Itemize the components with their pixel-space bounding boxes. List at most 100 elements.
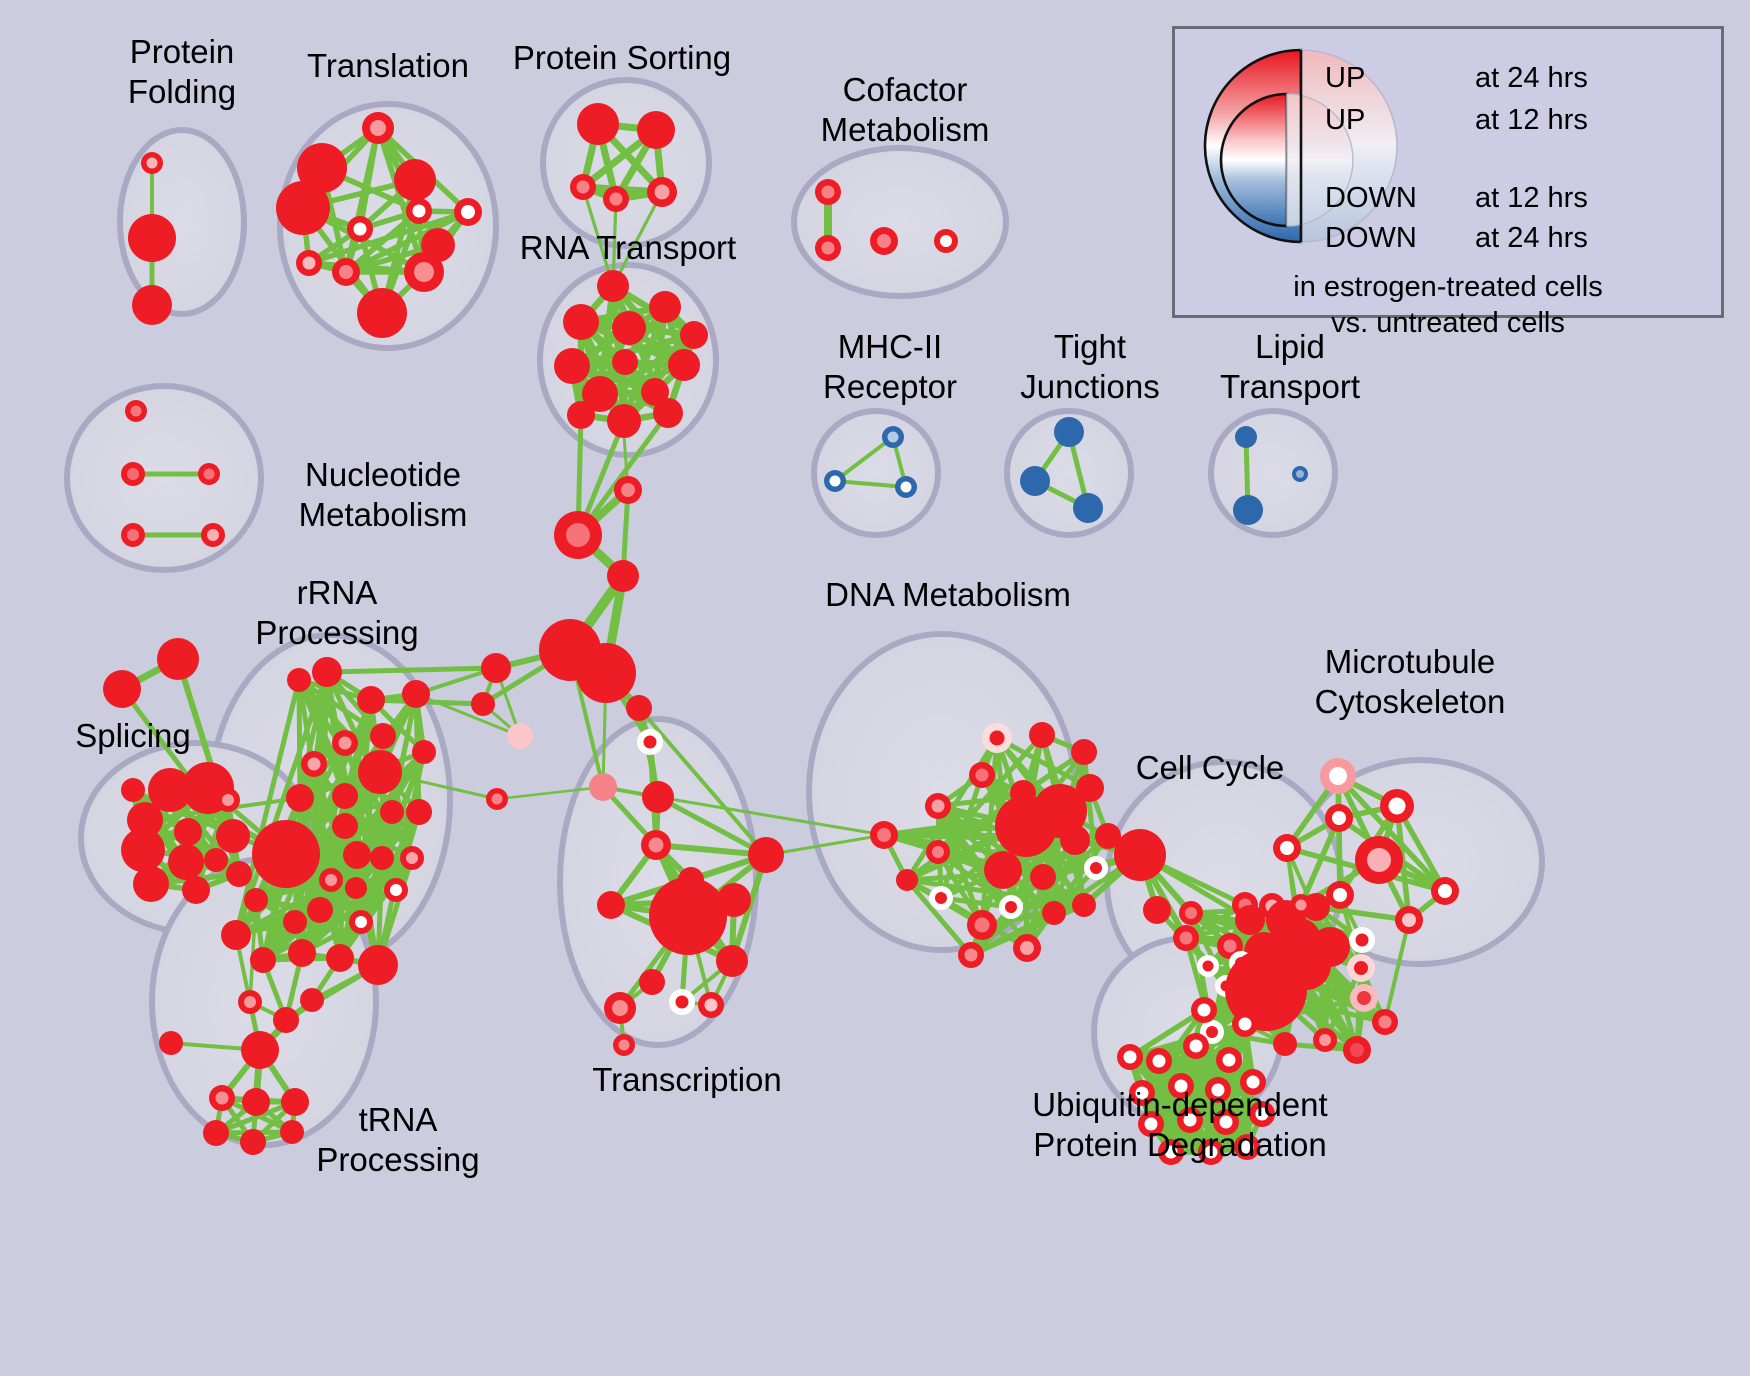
- network-node[interactable]: [882, 426, 904, 448]
- network-node[interactable]: [554, 511, 602, 559]
- network-node[interactable]: [639, 969, 665, 995]
- network-node[interactable]: [358, 750, 402, 794]
- network-node[interactable]: [604, 992, 636, 1024]
- network-node[interactable]: [238, 990, 262, 1014]
- network-node[interactable]: [642, 781, 674, 813]
- network-node[interactable]: [357, 686, 385, 714]
- network-node[interactable]: [1232, 1011, 1258, 1037]
- network-node[interactable]: [1380, 789, 1414, 823]
- network-node[interactable]: [332, 813, 358, 839]
- network-node[interactable]: [1183, 1033, 1209, 1059]
- network-node[interactable]: [370, 846, 394, 870]
- network-node[interactable]: [1029, 722, 1055, 748]
- network-node[interactable]: [103, 670, 141, 708]
- network-node[interactable]: [603, 186, 629, 212]
- network-node[interactable]: [133, 866, 169, 902]
- network-node[interactable]: [400, 846, 424, 870]
- network-node[interactable]: [241, 1031, 279, 1069]
- network-node[interactable]: [157, 638, 199, 680]
- network-node[interactable]: [1235, 905, 1265, 935]
- network-node[interactable]: [1355, 836, 1403, 884]
- network-node[interactable]: [240, 1129, 266, 1155]
- network-node[interactable]: [1177, 1107, 1203, 1133]
- network-node[interactable]: [326, 944, 354, 972]
- network-node[interactable]: [125, 400, 147, 422]
- network-node[interactable]: [1158, 1139, 1184, 1165]
- network-node[interactable]: [554, 348, 590, 384]
- network-node[interactable]: [1235, 426, 1257, 448]
- network-node[interactable]: [1310, 927, 1350, 967]
- network-node[interactable]: [132, 285, 172, 325]
- network-node[interactable]: [1129, 1080, 1155, 1106]
- network-node[interactable]: [649, 291, 681, 323]
- network-node[interactable]: [319, 868, 343, 892]
- network-node[interactable]: [576, 643, 636, 703]
- network-node[interactable]: [1168, 1073, 1194, 1099]
- network-node[interactable]: [357, 288, 407, 338]
- network-node[interactable]: [1273, 834, 1301, 862]
- network-node[interactable]: [121, 828, 165, 872]
- network-node[interactable]: [244, 888, 268, 912]
- network-node[interactable]: [824, 470, 846, 492]
- network-node[interactable]: [563, 304, 599, 340]
- network-node[interactable]: [958, 942, 984, 968]
- network-node[interactable]: [1073, 493, 1103, 523]
- network-node[interactable]: [984, 851, 1022, 889]
- network-node[interactable]: [1240, 1069, 1266, 1095]
- network-node[interactable]: [1431, 877, 1459, 905]
- network-node[interactable]: [507, 723, 533, 749]
- network-node[interactable]: [221, 920, 251, 950]
- network-node[interactable]: [1173, 925, 1199, 951]
- network-node[interactable]: [128, 214, 176, 262]
- network-node[interactable]: [1395, 906, 1423, 934]
- network-node[interactable]: [1249, 1101, 1275, 1127]
- network-node[interactable]: [283, 910, 307, 934]
- network-node[interactable]: [384, 878, 408, 902]
- network-node[interactable]: [394, 159, 436, 201]
- network-node[interactable]: [929, 886, 953, 910]
- network-node[interactable]: [159, 1031, 183, 1055]
- network-node[interactable]: [613, 1034, 635, 1056]
- network-node[interactable]: [647, 177, 677, 207]
- network-node[interactable]: [637, 111, 675, 149]
- network-node[interactable]: [1347, 954, 1375, 982]
- network-node[interactable]: [653, 398, 683, 428]
- network-node[interactable]: [358, 945, 398, 985]
- network-node[interactable]: [1179, 901, 1203, 925]
- network-node[interactable]: [649, 877, 727, 955]
- network-node[interactable]: [287, 668, 311, 692]
- network-node[interactable]: [1138, 1111, 1164, 1137]
- network-node[interactable]: [486, 788, 508, 810]
- network-node[interactable]: [607, 560, 639, 592]
- network-node[interactable]: [870, 821, 898, 849]
- network-node[interactable]: [934, 229, 958, 253]
- network-node[interactable]: [297, 143, 347, 193]
- network-node[interactable]: [612, 349, 638, 375]
- network-node[interactable]: [1030, 864, 1056, 890]
- network-node[interactable]: [748, 837, 784, 873]
- network-node[interactable]: [332, 783, 358, 809]
- network-node[interactable]: [412, 740, 436, 764]
- network-node[interactable]: [347, 216, 373, 242]
- network-node[interactable]: [280, 1120, 304, 1144]
- network-node[interactable]: [1326, 881, 1354, 909]
- network-node[interactable]: [242, 1088, 270, 1116]
- network-node[interactable]: [301, 751, 327, 777]
- network-node[interactable]: [250, 947, 276, 973]
- network-node[interactable]: [406, 799, 432, 825]
- network-node[interactable]: [815, 235, 841, 261]
- network-node[interactable]: [332, 730, 358, 756]
- network-node[interactable]: [607, 404, 641, 438]
- network-node[interactable]: [168, 844, 204, 880]
- network-node[interactable]: [252, 820, 320, 888]
- network-node[interactable]: [626, 695, 652, 721]
- network-node[interactable]: [276, 181, 330, 235]
- network-node[interactable]: [182, 876, 210, 904]
- network-node[interactable]: [198, 463, 220, 485]
- network-node[interactable]: [141, 152, 163, 174]
- network-node[interactable]: [612, 311, 646, 345]
- network-node[interactable]: [121, 523, 145, 547]
- network-node[interactable]: [216, 819, 250, 853]
- network-node[interactable]: [209, 1085, 235, 1111]
- network-node[interactable]: [204, 848, 228, 872]
